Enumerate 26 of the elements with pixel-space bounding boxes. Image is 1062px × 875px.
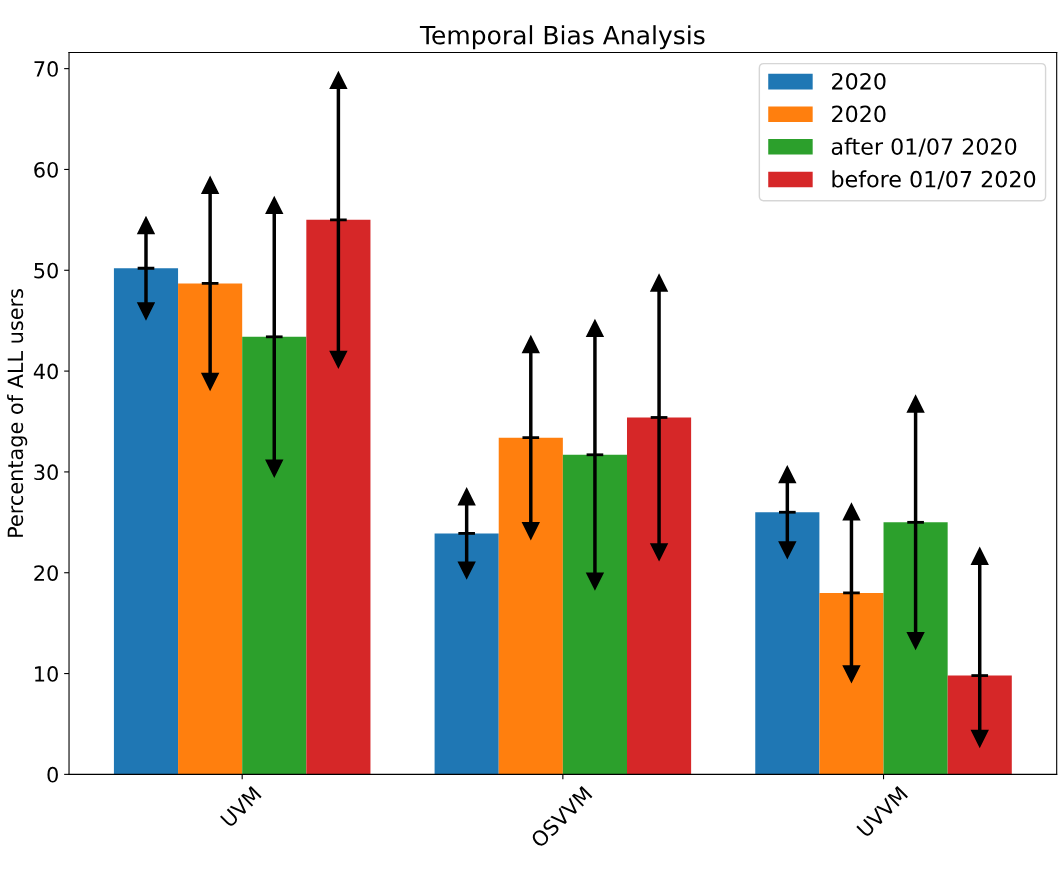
- legend-label: 2020: [832, 72, 886, 90]
- bar: [819, 592, 884, 775]
- legend-label: before 01/07 2020: [832, 170, 1036, 190]
- bar: [242, 336, 307, 775]
- y-tick-label: 20: [34, 565, 58, 581]
- bar: [755, 512, 820, 775]
- bar: [562, 454, 627, 775]
- legend-label: 2020: [832, 105, 886, 123]
- y-tick-label: 50: [34, 262, 58, 279]
- y-tick-label: 0: [47, 766, 58, 783]
- y-tick-label: 60: [34, 161, 58, 178]
- bar: [178, 283, 243, 775]
- bar: [113, 268, 179, 775]
- chart-title: Temporal Bias Analysis: [419, 25, 705, 50]
- bar: [306, 219, 371, 775]
- bar: [626, 417, 692, 775]
- bar: [947, 675, 1012, 775]
- y-axis-title: Percentage of ALL users: [7, 289, 28, 537]
- y-tick-label: 70: [34, 61, 58, 77]
- bar: [434, 533, 499, 775]
- y-tick-label: 40: [33, 363, 58, 380]
- y-tick-label: 10: [35, 666, 58, 682]
- bar: [498, 437, 563, 775]
- bar: [883, 522, 948, 775]
- legend-label: after 01/07 2020: [831, 137, 1017, 157]
- y-tick-label: 30: [34, 464, 58, 481]
